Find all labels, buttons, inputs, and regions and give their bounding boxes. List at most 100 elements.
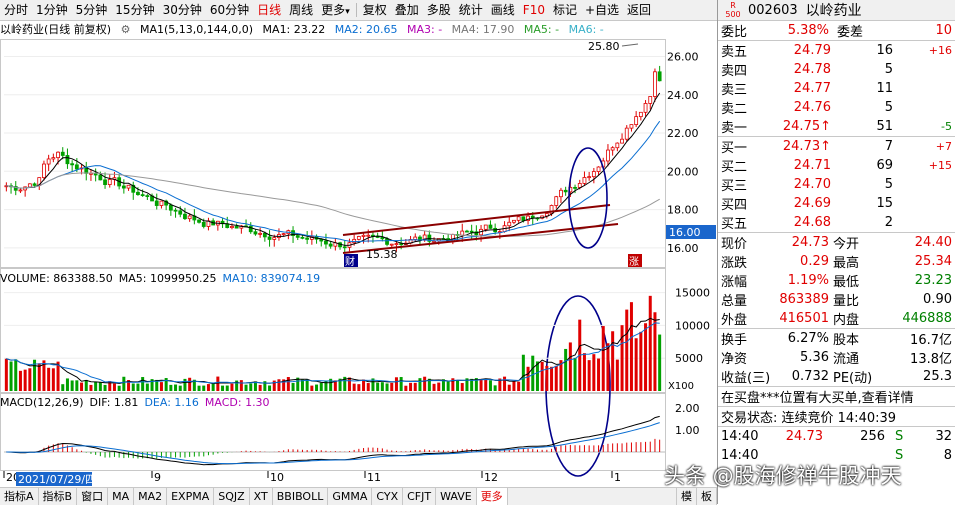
stat-label-2: 最低 [833, 275, 860, 290]
multi-stock-button[interactable]: 多股 [426, 3, 451, 17]
tab-expma[interactable]: EXPMA [167, 488, 215, 505]
volume-bar [606, 343, 610, 391]
bid-row[interactable]: 买四 24.69 15 [718, 194, 955, 213]
candle-body [591, 171, 596, 178]
back-button[interactable]: 返回 [627, 3, 652, 17]
stat-value: 416501 [779, 311, 829, 326]
template-button[interactable]: 模 [676, 488, 697, 505]
tab-fenshi[interactable]: 分时 [4, 3, 29, 17]
stat-row: 现价 24.73 今开 24.40 [718, 233, 955, 252]
stat-value-2: 23.23 [914, 273, 952, 288]
price-tick-label: 20.00 [667, 165, 699, 178]
ask-label: 卖五 [721, 45, 748, 60]
candle-body [201, 221, 206, 227]
volume-tick-label: 15000 [675, 287, 710, 300]
financial-report-badge[interactable] [344, 254, 358, 267]
channel-lower-line[interactable] [342, 223, 619, 254]
macd-header: MACD(12,26,9) DIF: 1.81 DEA: 1.16 MACD: … [0, 394, 717, 410]
macd-dea: DEA: 1.16 [144, 395, 199, 409]
candle-body [469, 230, 474, 233]
tab-weekly[interactable]: 周线 [289, 3, 314, 17]
volume-bar [592, 354, 596, 391]
stat-value-2: 25.3 [923, 369, 952, 384]
tab-cfjt[interactable]: CFJT [403, 488, 437, 505]
tab-15min[interactable]: 15分钟 [115, 3, 155, 17]
tab-bbiboll[interactable]: BBIBOLL [273, 488, 329, 505]
macd-panel-frame [0, 393, 666, 471]
ask-row[interactable]: 卖三 24.77 11 [718, 79, 955, 98]
volume-bar [33, 359, 37, 391]
tab-xt[interactable]: XT [250, 488, 273, 505]
price-panel-frame [0, 39, 666, 268]
statistics-button[interactable]: 统计 [458, 3, 483, 17]
tab-sqjz[interactable]: SQJZ [214, 488, 250, 505]
ask-row[interactable]: 卖二 24.76 5 [718, 98, 955, 117]
tab-30min[interactable]: 30分钟 [162, 3, 202, 17]
candle-body [234, 226, 239, 229]
candle-body [582, 177, 587, 184]
overlay-button[interactable]: 叠加 [394, 3, 419, 17]
tab-more-indicators[interactable]: 更多 [476, 488, 508, 505]
tab-more[interactable]: 更多▾ [317, 0, 354, 20]
tick-count: 32 [935, 429, 952, 444]
ma4-line [6, 172, 660, 237]
f10-button[interactable]: F10 [522, 3, 545, 17]
price-tick-label: 24.00 [667, 89, 699, 102]
tab-daily[interactable]: 日线 [257, 3, 282, 17]
ma6-value: MA6: - [568, 23, 604, 36]
kline-chart-area[interactable]: 26.00 24.00 22.00 20.00 18.00 16.00 25.80 15.38… [0, 0, 717, 487]
mark-button[interactable]: 标记 [552, 3, 577, 17]
limit-up-badge[interactable] [628, 254, 642, 267]
stat-value-2: 24.40 [914, 235, 952, 250]
volume-bar [145, 383, 149, 391]
tab-gmma[interactable]: GMMA [328, 488, 373, 505]
tab-ma2[interactable]: MA2 [134, 488, 168, 505]
candle-body [634, 116, 639, 125]
volume-bar [629, 302, 633, 391]
candle-body [643, 103, 648, 113]
tab-60min[interactable]: 60分钟 [209, 3, 250, 17]
bid-row[interactable]: 买一 24.73↑ 7 +7 [718, 137, 955, 156]
ask-row[interactable]: 卖一 24.75↑ 51 -5 [718, 117, 955, 136]
volume-bar [103, 384, 107, 391]
candle-body [262, 232, 267, 238]
stat-value: 24.73 [791, 235, 829, 250]
tab-wave[interactable]: WAVE [436, 488, 477, 505]
volume-bar [192, 379, 196, 391]
candle-body [648, 96, 653, 104]
volume-bar [399, 377, 403, 391]
tab-5min[interactable]: 5分钟 [75, 3, 108, 17]
volume-bar [371, 378, 375, 391]
stat-value-2: 0.90 [923, 292, 952, 307]
tab-indicator-a[interactable]: 指标A [0, 488, 39, 505]
tab-cyx[interactable]: CYX [372, 488, 404, 505]
tab-1min[interactable]: 1分钟 [36, 3, 68, 17]
tick-price: 24.73 [785, 429, 823, 444]
settings-icon[interactable]: ⚙ [120, 23, 131, 36]
ask-row[interactable]: 卖五 24.79 16 +16 [718, 41, 955, 60]
price-tick-label: 18.00 [667, 204, 699, 217]
ask-row[interactable]: 卖四 24.78 5 [718, 60, 955, 79]
panel-button[interactable]: 板 [697, 488, 717, 505]
candle-body [305, 237, 310, 240]
volume-bar [84, 379, 88, 391]
channel-upper-line[interactable] [342, 204, 611, 236]
bid-label: 买一 [721, 141, 748, 156]
draw-line-button[interactable]: 画线 [490, 3, 515, 17]
stat-label: 收益(三) [721, 371, 771, 386]
candle-body [32, 183, 37, 186]
tick-list: 14:40 24.73 256 S 32 14:40 S 8 [718, 426, 955, 465]
volume-bar [258, 384, 262, 391]
tab-indicator-b[interactable]: 指标B [39, 488, 78, 505]
bid-row[interactable]: 买二 24.71 69 +15 [718, 156, 955, 175]
big-order-notice[interactable]: 在买盘***位置有大买单,查看详情 [718, 386, 955, 406]
bid-row[interactable]: 买三 24.70 5 [718, 175, 955, 194]
volume-bar [221, 385, 225, 391]
tab-ma[interactable]: MA [108, 488, 135, 505]
bid-row[interactable]: 买五 24.68 2 [718, 213, 955, 232]
webi-value: 5.38% [787, 23, 829, 38]
add-watchlist-button[interactable]: +自选 [584, 3, 620, 17]
high-price-pointer [621, 43, 639, 47]
tab-window[interactable]: 窗口 [77, 488, 109, 505]
restore-rights-button[interactable]: 复权 [362, 3, 387, 17]
